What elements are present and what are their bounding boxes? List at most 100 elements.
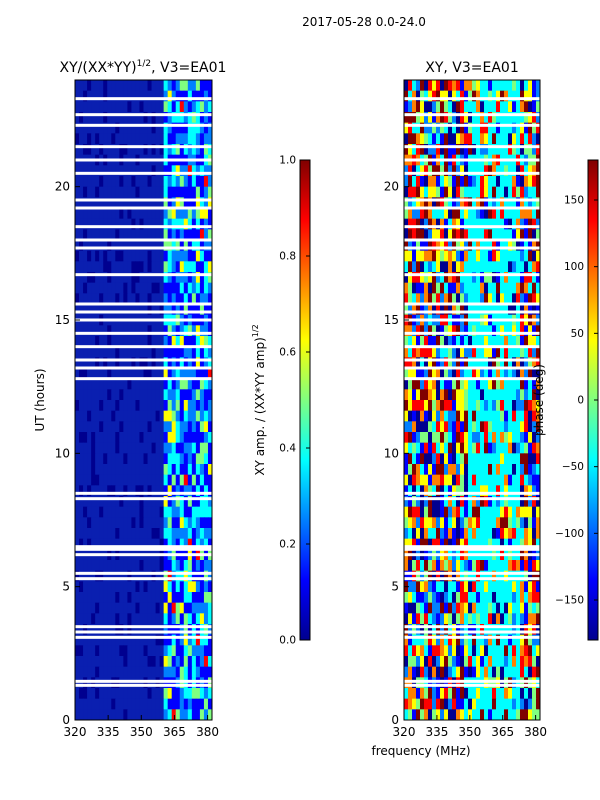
heatmap-cell [119,176,124,188]
heatmap-cell [107,389,112,401]
heatmap-cell [460,336,465,348]
heatmap-cell [91,176,96,188]
heatmap-cell [476,101,481,113]
heatmap-cell [191,442,197,454]
heatmap-cell [107,464,112,476]
heatmap-cell [179,624,185,636]
heatmap-cell [496,560,501,572]
heatmap-cell [207,218,212,230]
heatmap-cell [492,688,497,700]
heatmap-cell [456,389,461,401]
heatmap-cell [432,368,437,380]
heatmap-cell [179,410,185,422]
heatmap-cell [179,421,185,433]
heatmap-cell [504,368,509,380]
heatmap-cell [131,176,136,188]
heatmap-cell [191,368,197,380]
heatmap-cell [484,261,489,273]
heatmap-cell [476,133,481,145]
heatmap-cell [500,453,505,465]
heatmap-cell [83,336,88,348]
heatmap-cell [203,538,209,550]
heatmap-cell [123,666,128,678]
heatmap-cell [476,218,481,230]
heatmap-cell [83,613,88,625]
heatmap-cell [452,506,457,518]
heatmap-cell [444,144,449,156]
heatmap-cell [436,581,441,593]
heatmap-cell [83,133,88,145]
heatmap-cell [416,250,421,262]
heatmap-cell [143,453,149,465]
heatmap-cell [147,688,153,700]
heatmap-cell [183,677,189,689]
heatmap-cell [516,645,521,657]
heatmap-cell [131,666,136,678]
flagged-gap [404,331,540,335]
heatmap-cell [143,602,149,614]
heatmap-cell [408,261,413,273]
heatmap-cell [147,250,153,262]
heatmap-cell [183,517,189,529]
heatmap-cell [139,474,144,486]
heatmap-cell [512,560,517,572]
heatmap-cell [416,613,421,625]
heatmap-cell [412,421,417,433]
heatmap-cell [476,176,481,188]
heatmap-cell [404,250,409,262]
amplitude-colorbar-ticks: 0.00.20.40.60.81.0 [279,155,310,647]
heatmap-cell [159,293,165,305]
heatmap-cell [155,624,161,636]
heatmap-cell [183,581,189,593]
heatmap-cell [452,400,457,412]
flagged-gap [75,246,212,250]
heatmap-cell [492,208,497,220]
heatmap-cell [412,218,417,230]
heatmap-cell [480,176,485,188]
heatmap-cell [420,709,425,720]
heatmap-cell [456,688,461,700]
heatmap-cell [516,485,521,497]
heatmap-cell [524,272,529,284]
heatmap-cell [95,186,100,198]
heatmap-cell [199,282,205,294]
heatmap-cell [420,432,425,444]
heatmap-cell [195,122,201,134]
flagged-gap [75,310,212,314]
heatmap-cell [412,272,417,284]
heatmap-cell [516,101,521,113]
heatmap-cell [111,645,116,657]
heatmap-cell [404,645,409,657]
heatmap-cell [195,218,201,230]
heatmap-cell [524,560,529,572]
heatmap-cell [528,112,533,124]
heatmap-cell [404,698,409,710]
heatmap-cell [191,645,197,657]
heatmap-cell [183,645,189,657]
heatmap-cell [139,634,144,646]
heatmap-cell [139,229,144,241]
heatmap-cell [183,506,189,518]
heatmap-cell [143,218,149,230]
heatmap-cell [115,666,120,678]
heatmap-cell [476,272,481,284]
heatmap-cell [436,378,441,390]
heatmap-cell [440,90,445,102]
flagged-gap [404,123,540,127]
heatmap-cell [147,368,153,380]
amplitude-colorbar-label-exponent: 1/2 [251,324,260,337]
heatmap-cell [147,474,153,486]
heatmap-cell [492,464,497,476]
heatmap-cell [432,634,437,646]
heatmap-cell [456,538,461,550]
heatmap-cell [203,90,209,102]
heatmap-cell [91,346,96,358]
heatmap-cell [476,453,481,465]
heatmap-cell [516,677,521,689]
heatmap-cell [504,378,509,390]
heatmap-cell [123,709,128,720]
heatmap-cell [408,389,413,401]
heatmap-cell [464,208,469,220]
heatmap-cell [416,581,421,593]
